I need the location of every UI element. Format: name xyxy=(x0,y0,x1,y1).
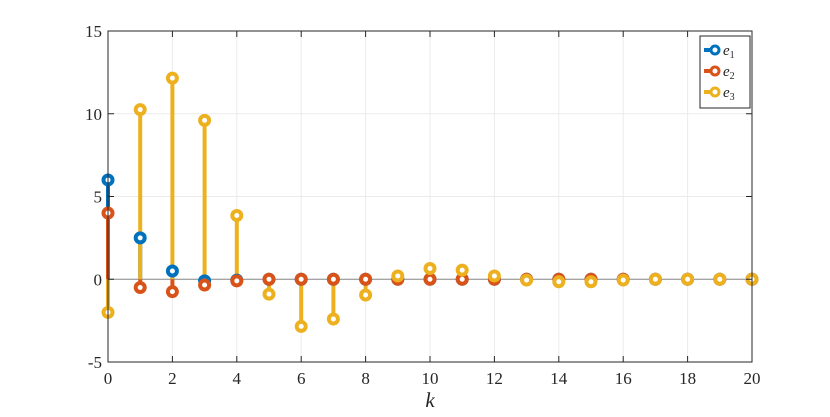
x-tick-label: 0 xyxy=(104,369,113,388)
legend-marker xyxy=(709,44,721,56)
point-e3 xyxy=(520,273,534,287)
x-axis-label: k xyxy=(425,388,435,412)
point-e3 xyxy=(198,113,212,127)
point-e2 xyxy=(230,274,244,288)
x-tick-label: 10 xyxy=(422,369,439,388)
point-e3 xyxy=(584,275,598,289)
point-e2 xyxy=(326,272,340,286)
axis-ticks xyxy=(107,30,753,363)
x-tick-label: 16 xyxy=(615,369,632,388)
y-tick-label: -5 xyxy=(88,353,102,372)
x-tick-label: 2 xyxy=(168,369,177,388)
point-e3 xyxy=(230,209,244,223)
legend-marker xyxy=(709,65,721,77)
legend-label: e1 xyxy=(723,43,735,61)
y-tick-label: 10 xyxy=(85,105,102,124)
x-tick-label: 4 xyxy=(233,369,242,388)
point-e3 xyxy=(455,263,469,277)
legend-item-e2: e2 xyxy=(704,64,735,82)
point-e2 xyxy=(262,272,276,286)
point-e2 xyxy=(294,272,308,286)
markers xyxy=(101,71,759,333)
point-e3 xyxy=(326,312,340,326)
x-tick-labels: 0 2 4 6 8 10 12 14 16 18 20 xyxy=(104,369,761,388)
legend-marker xyxy=(709,86,721,98)
point-e3 xyxy=(133,103,147,117)
point-e3 xyxy=(713,272,727,286)
point-e3 xyxy=(359,288,373,302)
marker-series-e3 xyxy=(101,71,759,333)
legend-item-e3: e3 xyxy=(704,85,735,103)
point-e3 xyxy=(681,272,695,286)
y-tick-label: 5 xyxy=(94,188,103,207)
x-tick-label: 14 xyxy=(550,369,568,388)
point-e2 xyxy=(133,281,147,295)
point-e3 xyxy=(616,273,630,287)
x-tick-label: 20 xyxy=(744,369,761,388)
point-e3 xyxy=(552,275,566,289)
point-e3 xyxy=(294,319,308,333)
y-tick-labels: -5 0 5 10 15 xyxy=(85,22,102,372)
point-e1 xyxy=(133,231,147,245)
point-e3 xyxy=(423,261,437,275)
point-e3 xyxy=(648,272,662,286)
x-tick-label: 6 xyxy=(297,369,306,388)
legend-label: e3 xyxy=(723,85,735,103)
x-tick-label: 18 xyxy=(679,369,696,388)
point-e3 xyxy=(165,71,179,85)
point-e1 xyxy=(165,264,179,278)
point-e2 xyxy=(423,272,437,286)
point-e3 xyxy=(391,269,405,283)
y-tick-label: 15 xyxy=(85,22,102,41)
x-tick-label: 12 xyxy=(486,369,503,388)
point-e2 xyxy=(198,278,212,292)
x-tick-label: 8 xyxy=(361,369,370,388)
legend: e1 e2 e3 xyxy=(699,35,751,109)
point-e2 xyxy=(359,272,373,286)
point-e3 xyxy=(487,269,501,283)
point-e2 xyxy=(165,285,179,299)
point-e3 xyxy=(262,287,276,301)
legend-label: e2 xyxy=(723,64,735,82)
y-tick-label: 0 xyxy=(94,270,103,289)
legend-item-e1: e1 xyxy=(704,43,735,61)
